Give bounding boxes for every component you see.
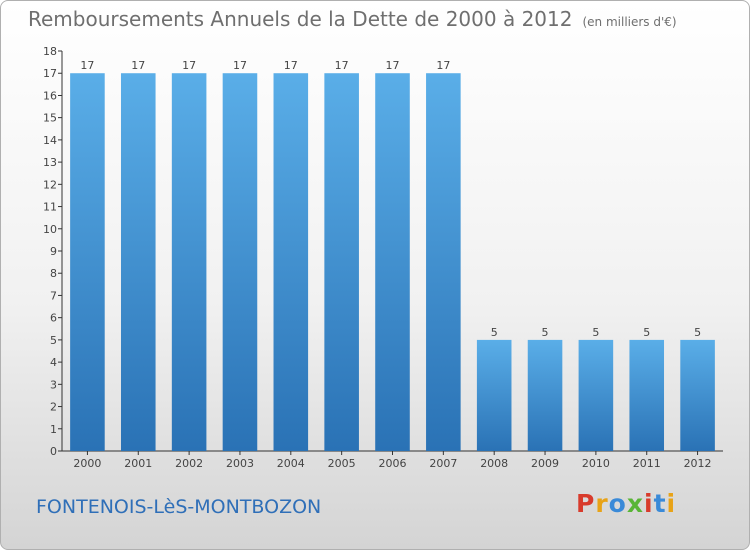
chart-title-text: Remboursements Annuels de la Dette de 20… <box>28 7 573 31</box>
y-tick-label: 10 <box>43 223 57 236</box>
bar <box>171 73 207 451</box>
bar-value-label: 17 <box>233 59 247 72</box>
bar-value-label: 17 <box>182 59 196 72</box>
y-tick-label: 9 <box>50 245 57 258</box>
bar <box>680 339 715 451</box>
y-tick-label: 6 <box>50 312 57 325</box>
bar-value-label: 5 <box>491 326 498 339</box>
y-tick-label: 8 <box>50 267 57 280</box>
y-tick-label: 11 <box>43 201 57 214</box>
bar-value-label: 5 <box>592 326 599 339</box>
x-tick-label: 2001 <box>124 457 152 470</box>
x-tick-label: 2012 <box>684 457 712 470</box>
bar <box>426 73 461 451</box>
y-tick-label: 13 <box>43 156 57 169</box>
y-tick-label: 0 <box>50 445 57 458</box>
logo-letter: i <box>666 489 677 518</box>
bar <box>375 73 410 451</box>
x-tick-label: 2010 <box>582 457 610 470</box>
logo-letter: i <box>644 489 654 518</box>
y-tick-label: 17 <box>43 67 57 80</box>
logo-letter: o <box>608 489 627 518</box>
bar-value-label: 17 <box>284 59 298 72</box>
x-tick-label: 2000 <box>73 457 101 470</box>
bar-value-label: 17 <box>436 59 450 72</box>
bar <box>324 73 359 451</box>
x-tick-label: 2005 <box>328 457 356 470</box>
proxiti-logo: Proxiti <box>576 489 676 518</box>
logo-letter: r <box>595 489 609 518</box>
x-tick-label: 2002 <box>175 457 203 470</box>
bar-value-label: 17 <box>131 59 145 72</box>
y-tick-label: 7 <box>50 289 57 302</box>
chart-unit: (en milliers d'€) <box>582 15 677 29</box>
y-tick-label: 12 <box>43 178 57 191</box>
x-tick-label: 2008 <box>480 457 508 470</box>
x-tick-label: 2003 <box>226 457 254 470</box>
y-tick-label: 3 <box>50 378 57 391</box>
x-tick-label: 2006 <box>379 457 407 470</box>
y-tick-label: 4 <box>50 356 57 369</box>
y-tick-label: 2 <box>50 401 57 414</box>
commune-name: FONTENOIS-LèS-MONTBOZON <box>36 496 322 518</box>
x-tick-label: 2009 <box>531 457 559 470</box>
bar <box>222 73 258 451</box>
bar <box>527 339 563 451</box>
bar <box>120 73 156 451</box>
y-tick-label: 16 <box>43 89 57 102</box>
x-tick-label: 2004 <box>277 457 305 470</box>
x-tick-label: 2011 <box>633 457 661 470</box>
bar <box>629 339 665 451</box>
bar <box>476 339 512 451</box>
bar-value-label: 17 <box>386 59 400 72</box>
logo-letter: P <box>576 489 596 518</box>
x-tick-label: 2007 <box>429 457 457 470</box>
bar <box>578 339 614 451</box>
y-tick-label: 18 <box>43 45 57 58</box>
y-tick-label: 15 <box>43 112 57 125</box>
bar <box>273 73 309 451</box>
bar-value-label: 5 <box>643 326 650 339</box>
chart-title: Remboursements Annuels de la Dette de 20… <box>28 7 677 31</box>
y-tick-label: 5 <box>50 334 57 347</box>
bar <box>70 73 105 451</box>
logo-letter: t <box>653 489 667 518</box>
y-tick-label: 14 <box>43 134 57 147</box>
y-tick-label: 1 <box>50 423 57 436</box>
bar-value-label: 17 <box>335 59 349 72</box>
bar-value-label: 17 <box>80 59 94 72</box>
chart-bars: 17 17 17 17 17 17 17 17 5 5 5 5 5 <box>70 59 715 451</box>
bar-value-label: 5 <box>542 326 549 339</box>
bar-value-label: 5 <box>694 326 701 339</box>
logo-letter: x <box>626 489 644 518</box>
